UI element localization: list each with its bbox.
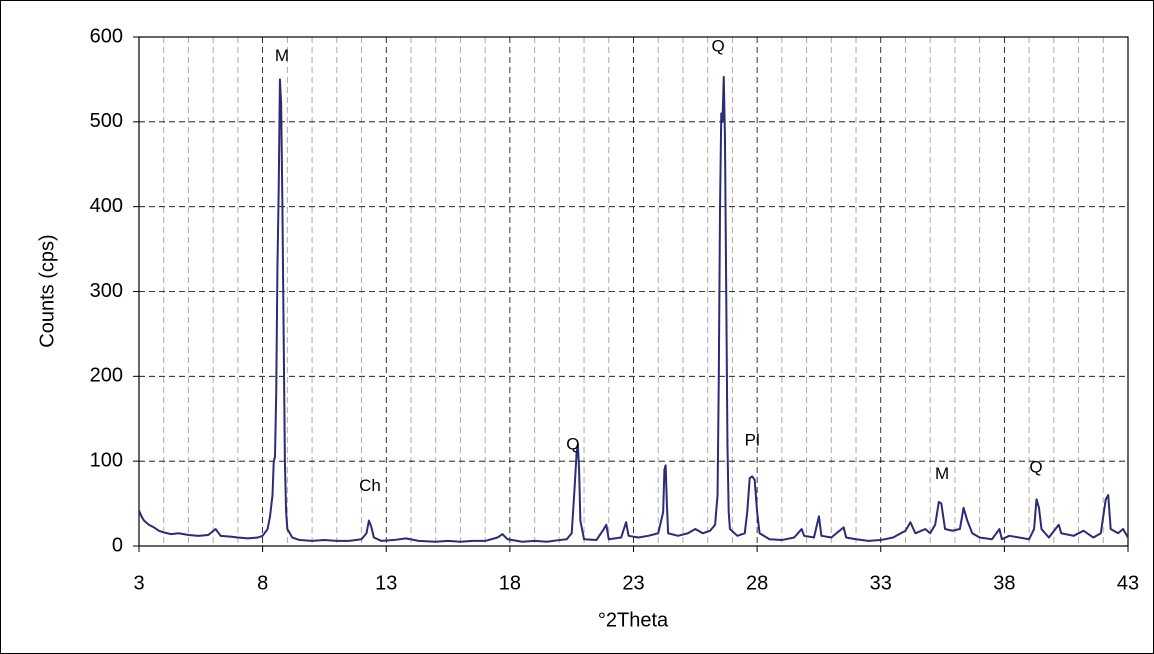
annotation: M <box>275 46 289 65</box>
y-tick-label: 200 <box>90 365 123 387</box>
x-tick-label: 33 <box>870 572 892 594</box>
x-tick-label: 18 <box>499 572 521 594</box>
x-tick-label: 43 <box>1117 572 1139 594</box>
plot-frame <box>138 36 1129 547</box>
annotation: Pl <box>745 430 760 449</box>
x-tick-label: 23 <box>622 572 644 594</box>
data-line <box>138 75 1129 543</box>
y-tick-label: 100 <box>90 449 123 471</box>
y-tick-label: 400 <box>90 195 123 217</box>
x-tick-label: 38 <box>993 572 1015 594</box>
x-tick-label: 13 <box>375 572 397 594</box>
annotation: M <box>935 464 949 483</box>
annotation: Ch <box>359 476 381 495</box>
x-axis-label: °2Theta <box>598 609 669 631</box>
y-axis-label: Counts (cps) <box>36 234 58 347</box>
annotation: Q <box>711 37 724 56</box>
x-tick-label: 28 <box>746 572 768 594</box>
annotation: Q <box>566 435 579 454</box>
y-tick-label: 300 <box>90 280 123 302</box>
annotation: Q <box>1029 457 1042 476</box>
x-tick-label: 3 <box>133 572 144 594</box>
y-tick-label: 600 <box>90 25 123 47</box>
x-tick-label: 8 <box>257 572 268 594</box>
y-tick-label: 500 <box>90 110 123 132</box>
y-tick-label: 0 <box>112 534 123 556</box>
